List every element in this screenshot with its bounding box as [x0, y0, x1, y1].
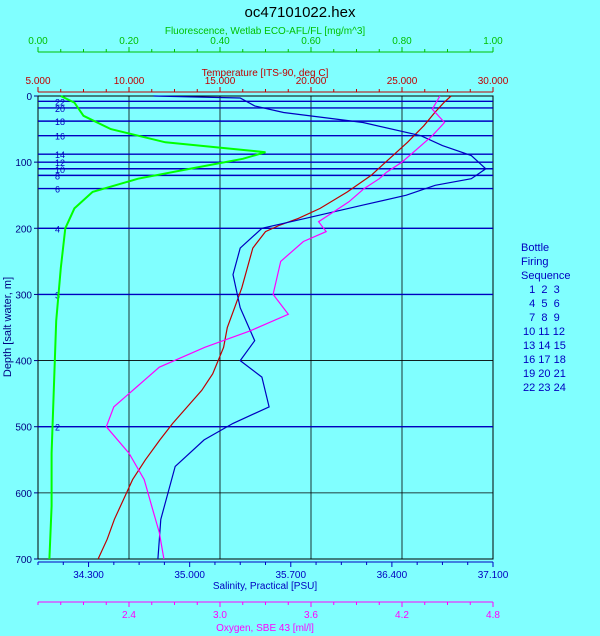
- depth-tick-label: 500: [15, 423, 32, 434]
- legend-row: 13 14 15: [523, 340, 566, 352]
- salinity-axis: 34.300 35.000 35.700 36.400 37.100: [37, 561, 509, 581]
- temperature-tick-label: 25.000: [387, 76, 418, 87]
- temperature-tick-label: 30.000: [478, 76, 509, 87]
- bottle-firing-label: 18: [55, 117, 65, 127]
- bottle-firing-legend: Bottle Firing Sequence 1 2 3 4 5 6 7 8 9…: [521, 241, 595, 395]
- fluorescence-tick-label: 0.00: [28, 36, 48, 47]
- salinity-tick-label: 37.100: [478, 570, 509, 581]
- legend-title-line: Firing: [521, 256, 549, 268]
- depth-tick-label: 100: [15, 158, 32, 169]
- fluorescence-tick-label: 1.00: [483, 36, 503, 47]
- temperature-axis-label: Temperature [ITS-90, deg C]: [202, 68, 329, 79]
- data-series: [48, 95, 487, 560]
- salinity-profile-line: [153, 95, 487, 560]
- temperature-tick-label: 5.000: [25, 76, 50, 87]
- depth-tick-label: 0: [26, 92, 32, 103]
- salinity-tick-label: 34.300: [73, 570, 104, 581]
- legend-row: 16 17 18: [523, 354, 566, 366]
- temperature-axis: 5.000 10.000 15.000 20.000 25.000 30.000: [25, 76, 509, 93]
- oxygen-tick-label: 4.2: [395, 610, 409, 621]
- oxygen-profile-line: [105, 95, 446, 560]
- depth-tick-label: 600: [15, 489, 32, 500]
- depth-tick-label: 300: [15, 290, 32, 301]
- bottle-firing-label: 8: [55, 171, 60, 181]
- depth-axis-label: Depth [salt water, m]: [2, 277, 14, 377]
- salinity-axis-label: Salinity, Practical [PSU]: [213, 581, 318, 592]
- legend-row: 22 23 24: [523, 382, 566, 394]
- oxygen-axis-label: Oxygen, SBE 43 [ml/l]: [216, 623, 314, 634]
- temperature-profile-line: [97, 95, 452, 560]
- fluorescence-tick-label: 0.20: [119, 36, 139, 47]
- oxygen-tick-label: 3.6: [304, 610, 318, 621]
- temperature-tick-label: 15.000: [205, 76, 236, 87]
- fluorescence-tick-label: 0.40: [210, 36, 230, 47]
- depth-axis: 0 100 200 300 400 500 600 700: [15, 92, 38, 566]
- bottle-firing-label: 10: [55, 165, 65, 175]
- salinity-tick-label: 35.000: [174, 570, 205, 581]
- bottle-firing-label: 20: [55, 104, 65, 114]
- chart-title: oc47101022.hex: [245, 4, 356, 21]
- bottle-firing-label: 22: [55, 97, 65, 107]
- depth-tick-label: 200: [15, 224, 32, 235]
- fluorescence-tick-label: 0.80: [392, 36, 412, 47]
- legend-row: 1 2 3: [523, 284, 560, 296]
- fluorescence-axis-label: Fluorescence, Wetlab ECO-AFL/FL [mg/m^3]: [165, 26, 366, 37]
- fluorescence-profile-line: [48, 95, 266, 560]
- salinity-tick-label: 35.700: [275, 570, 306, 581]
- plot-area: [37, 95, 494, 560]
- legend-title-line: Bottle: [521, 242, 550, 254]
- depth-tick-label: 700: [15, 555, 32, 566]
- legend-row: 7 8 9: [523, 312, 560, 324]
- bottle-firing-label: 14: [55, 150, 65, 160]
- bottle-firing-label: 4: [55, 224, 60, 234]
- oxygen-tick-label: 4.8: [486, 610, 500, 621]
- salinity-tick-label: 36.400: [377, 570, 408, 581]
- oxygen-tick-label: 3.0: [213, 610, 227, 621]
- bottle-firing-label: 12: [55, 158, 65, 168]
- oxygen-tick-label: 2.4: [122, 610, 136, 621]
- bottle-firing-label: 6: [55, 185, 60, 195]
- legend-row: 10 11 12: [523, 326, 566, 338]
- depth-tick-label: 400: [15, 357, 32, 368]
- bottle-firing-label: 16: [55, 132, 65, 142]
- legend-row: 19 20 21: [523, 368, 566, 380]
- oxygen-axis: 2.4 3.0 3.6 4.2 4.8: [37, 601, 500, 621]
- legend-title-line: Sequence: [521, 270, 571, 282]
- fluorescence-axis: 0.00 0.20 0.40 0.60 0.80 1.00: [28, 36, 503, 53]
- temperature-tick-label: 10.000: [114, 76, 145, 87]
- legend-row: 4 5 6: [523, 298, 560, 310]
- fluorescence-tick-label: 0.60: [301, 36, 321, 47]
- bottle-firing-label: 2: [55, 423, 60, 433]
- temperature-tick-label: 20.000: [296, 76, 327, 87]
